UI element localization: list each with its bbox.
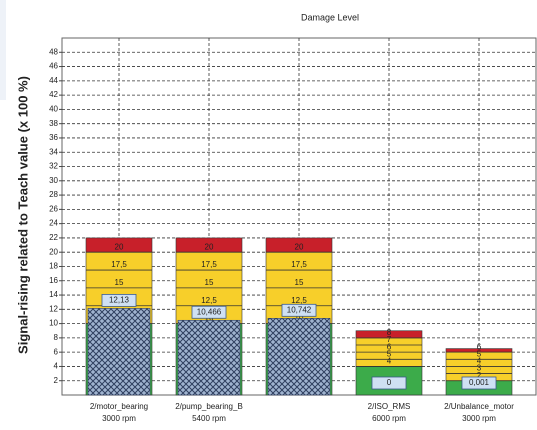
value-label: 10,742 <box>287 305 312 314</box>
y-axis-label: Signal-rising related to Teach value (x … <box>15 76 30 354</box>
y-tick-label: 12 <box>49 304 58 313</box>
x-tick-sublabel: 3000 rpm <box>462 414 496 423</box>
x-tick-label: 2/ISO_RMS <box>368 402 411 411</box>
threshold-label: 12,5 <box>201 296 217 305</box>
y-tick-label: 44 <box>49 76 58 85</box>
threshold-label: 2 <box>477 371 482 380</box>
threshold-label: 17,5 <box>201 260 217 269</box>
threshold-label: 15 <box>295 278 304 287</box>
threshold-label: 20 <box>295 242 304 251</box>
y-tick-label: 4 <box>54 362 59 371</box>
threshold-label: 12,5 <box>291 296 307 305</box>
value-label: 10,466 <box>197 307 222 316</box>
y-tick-label: 30 <box>49 176 58 185</box>
threshold-label: 5 <box>477 349 482 358</box>
threshold-label: 8 <box>387 328 392 337</box>
x-tick-label: 2/Unbalance_motor <box>444 402 514 411</box>
threshold-label: 15 <box>115 278 124 287</box>
y-tick-label: 36 <box>49 133 58 142</box>
x-tick-label: 2/motor_bearing <box>90 402 148 411</box>
threshold-label: 3 <box>477 364 482 373</box>
y-tick-label: 32 <box>49 162 58 171</box>
value-label-box <box>191 305 227 319</box>
y-tick-label: 34 <box>49 147 58 156</box>
threshold-label: 4 <box>387 357 392 366</box>
y-tick-label: 24 <box>49 219 58 228</box>
value-label-box <box>101 293 137 307</box>
value-label-box <box>461 376 497 390</box>
threshold-label: 7 <box>387 335 392 344</box>
threshold-label: 4 <box>477 357 482 366</box>
y-tick-label: 40 <box>49 105 58 114</box>
x-tick-label: 2/pump_bearing_B <box>175 402 243 411</box>
threshold-label: 5 <box>387 349 392 358</box>
x-tick-sublabel: 6000 rpm <box>372 414 406 423</box>
y-tick-label: 2 <box>54 376 59 385</box>
y-tick-label: 42 <box>49 90 58 99</box>
x-tick-sublabel: 5400 rpm <box>192 414 226 423</box>
y-tick-label: 14 <box>49 290 58 299</box>
y-tick-label: 28 <box>49 190 58 199</box>
chart-title: Damage Level <box>301 12 359 22</box>
y-tick-label: 48 <box>49 47 58 56</box>
threshold-label: 20 <box>115 242 124 251</box>
y-tick-label: 26 <box>49 204 58 213</box>
measured-bar <box>267 318 331 396</box>
threshold-label: 6 <box>387 342 392 351</box>
threshold-label: 17,5 <box>291 260 307 269</box>
threshold-label: 17,5 <box>111 260 127 269</box>
y-tick-label: 38 <box>49 119 58 128</box>
threshold-label: 20 <box>205 242 214 251</box>
y-tick-label: 18 <box>49 262 58 271</box>
value-label: 12,13 <box>109 296 130 305</box>
value-label: 0,001 <box>469 378 490 387</box>
value-label-box <box>281 303 317 317</box>
y-tick-label: 22 <box>49 233 58 242</box>
threshold-label: 15 <box>205 278 214 287</box>
measured-bar <box>87 308 151 396</box>
y-tick-label: 10 <box>49 319 58 328</box>
threshold-label: 6 <box>477 342 482 351</box>
measured-bar <box>177 319 241 396</box>
value-label-box <box>371 376 407 390</box>
y-tick-label: 8 <box>54 333 59 342</box>
value-label: 0 <box>387 378 392 387</box>
y-tick-label: 16 <box>49 276 58 285</box>
y-tick-label: 46 <box>49 62 58 71</box>
side-panel <box>0 0 6 100</box>
y-tick-label: 20 <box>49 247 58 256</box>
x-tick-sublabel: 3000 rpm <box>102 414 136 423</box>
y-tick-label: 6 <box>54 347 59 356</box>
